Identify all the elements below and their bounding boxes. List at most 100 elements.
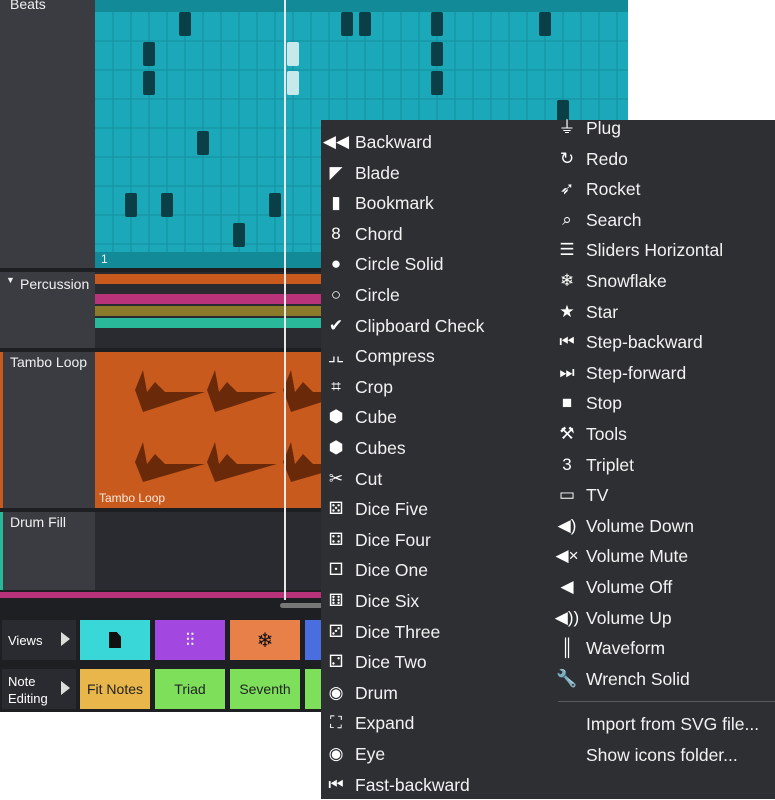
more-chord-button[interactable] — [305, 669, 325, 709]
show-icons-folder-menu-item[interactable]: Show icons folder... — [586, 745, 738, 765]
note[interactable] — [359, 12, 371, 36]
note[interactable] — [269, 193, 281, 217]
backward-icon: ◀◀ — [322, 132, 350, 151]
tv-icon: ▭ — [558, 485, 576, 505]
triad-button[interactable]: Triad — [155, 669, 225, 709]
menu-item-label: Circle Solid — [355, 254, 444, 275]
menu-item-label: Wrench Solid — [586, 668, 690, 689]
bookmark-icon: ▮ — [331, 193, 341, 213]
sliders-icon: ⫶⫶ — [185, 629, 195, 650]
menu-item-label: Stop — [586, 393, 622, 414]
menu-item-label: Sliders Horizontal — [586, 240, 724, 261]
menu-item-label: Waveform — [586, 638, 666, 659]
track-header-percussion[interactable]: ▼ Percussion — [0, 272, 95, 348]
note[interactable] — [557, 100, 569, 124]
cut-icon: ✂ — [328, 468, 344, 488]
dice-five-icon: ⚄ — [328, 499, 344, 519]
menu-item-label: Chord — [355, 223, 403, 244]
volume-off-icon: ◀ — [560, 577, 574, 596]
menu-item-label: TV — [586, 485, 609, 506]
menu-item-label: Volume Mute — [586, 546, 689, 567]
dice-six-icon: ⚅ — [328, 591, 344, 610]
menu-item-label: Step-forward — [586, 362, 687, 383]
rocket-icon: ➶ — [559, 179, 575, 199]
note[interactable] — [233, 223, 245, 247]
track-header-beats[interactable]: Beats — [0, 0, 95, 268]
menu-item-label: Eye — [355, 744, 386, 764]
wrench-solid-icon: 🔧 — [556, 668, 578, 688]
views-more-button[interactable] — [305, 620, 325, 660]
note[interactable] — [143, 42, 155, 66]
stop-icon: ■ — [561, 393, 573, 413]
menu-item-label: Drum — [355, 682, 398, 703]
menu-item-label: Dice Two — [355, 652, 427, 673]
circle-icon: ○ — [330, 285, 342, 304]
menu-item-label: Crop — [355, 376, 393, 397]
plug-icon: ⏚ — [558, 118, 576, 137]
note-editing-label[interactable]: Note Editing — [2, 669, 76, 709]
horizontal-scrollbar[interactable] — [280, 603, 340, 608]
volume-mute-icon: ◀× — [555, 546, 579, 566]
seventh-button[interactable]: Seventh — [230, 669, 300, 709]
playhead[interactable] — [284, 0, 286, 600]
compress-icon: ⌟⌞ — [328, 346, 344, 366]
views-file-button[interactable] — [80, 620, 150, 660]
menu-separator — [558, 701, 775, 702]
note[interactable] — [143, 71, 155, 95]
note[interactable] — [431, 71, 443, 95]
track-name-tambo-loop: Tambo Loop — [10, 354, 88, 370]
views-mixer-button[interactable]: ⫶⫶ — [155, 620, 225, 660]
menu-item-label: Bookmark — [355, 193, 434, 214]
menu-item-label: Tools — [586, 424, 627, 444]
collapse-triangle-icon[interactable]: ▼ — [6, 275, 15, 285]
fit-notes-button[interactable]: Fit Notes — [80, 669, 150, 709]
icon-picker-menu: ◀◀ Backward ◤ Blade ▮ Bookmark 8 Chord ● Circle S… — [321, 118, 775, 799]
note-selected[interactable] — [287, 71, 299, 95]
note[interactable] — [539, 12, 551, 36]
star-icon: ★ — [559, 301, 575, 321]
menu-item-label: Step-backward — [586, 332, 703, 353]
views-snowflake-button[interactable]: ❄ — [230, 620, 300, 660]
track-header-drum-fill[interactable]: Drum Fill — [0, 512, 95, 590]
track-name-drum-fill: Drum Fill — [10, 514, 66, 530]
beats-clip-header — [95, 0, 628, 12]
note[interactable] — [161, 193, 173, 217]
menu-item-label: Fast-backward — [355, 774, 470, 795]
note[interactable] — [197, 131, 209, 155]
note[interactable] — [125, 193, 137, 217]
menu-item-label: Cubes — [355, 438, 406, 458]
cubes-icon: ⬢ — [328, 438, 344, 457]
dice-one-icon: ⚀ — [328, 560, 344, 580]
waveform-display — [135, 370, 353, 482]
menu-item-label: Snowflake — [586, 271, 667, 291]
track-header-tambo-loop[interactable]: Tambo Loop — [0, 352, 95, 508]
fast-backward-icon: ⏮ — [328, 774, 344, 794]
expand-icon: ⛶ — [330, 713, 342, 733]
next-track-strip — [0, 592, 628, 598]
menu-item-label: Dice Six — [355, 591, 420, 611]
menu-item-label: Blade — [355, 162, 400, 183]
sliders-horizontal-icon: ☰ — [559, 240, 575, 260]
expand-arrow-icon — [61, 681, 70, 695]
import-svg-menu-item[interactable]: Import from SVG file... — [586, 714, 760, 734]
menu-item-label: Dice Four — [355, 529, 431, 550]
views-label[interactable]: Views — [2, 620, 76, 660]
menu-item-label: Cut — [355, 468, 383, 489]
bar-number: 1 — [101, 252, 108, 266]
redo-icon: ↻ — [559, 148, 575, 168]
clip-name: Tambo Loop — [99, 491, 166, 505]
waveform-icon: ║ — [560, 638, 574, 658]
menu-item-label: Volume Down — [586, 515, 694, 536]
step-forward-icon: ⏭ — [559, 362, 575, 382]
track-name-percussion: Percussion — [20, 276, 90, 292]
note[interactable] — [341, 12, 353, 36]
menu-item-label: Backward — [355, 132, 432, 152]
note[interactable] — [431, 12, 443, 36]
dice-three-icon: ⚂ — [328, 621, 344, 641]
menu-item-label: Star — [586, 301, 619, 322]
menu-item-label: Expand — [355, 713, 415, 734]
drum-icon: ◉ — [328, 682, 344, 702]
note-selected[interactable] — [287, 42, 299, 66]
note[interactable] — [179, 12, 191, 36]
note[interactable] — [431, 42, 443, 66]
